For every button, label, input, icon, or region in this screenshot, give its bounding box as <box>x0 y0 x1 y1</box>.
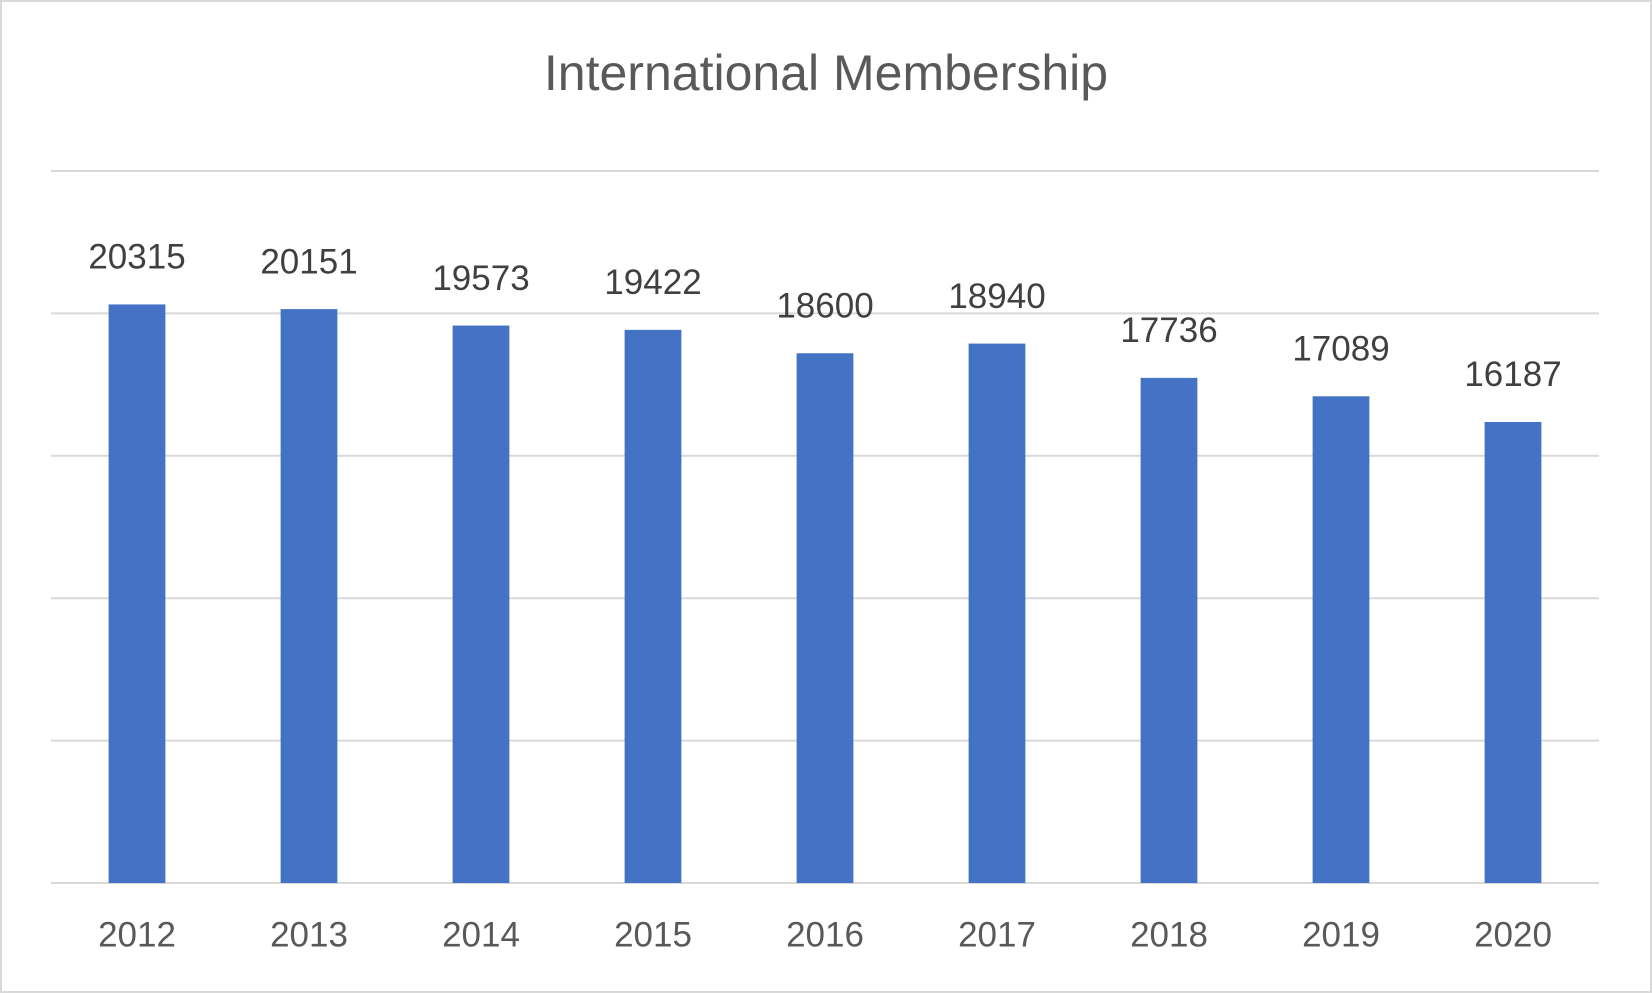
x-tick-label: 2018 <box>1130 915 1208 954</box>
data-label: 17089 <box>1292 330 1389 369</box>
data-label: 20315 <box>88 238 185 277</box>
x-tick-label: 2020 <box>1474 915 1552 954</box>
bar <box>108 304 166 883</box>
data-label: 17736 <box>1120 311 1217 350</box>
bar <box>968 343 1026 883</box>
data-label: 18940 <box>948 277 1045 316</box>
x-tick-label: 2012 <box>98 915 176 954</box>
x-tick-label: 2013 <box>270 915 348 954</box>
x-tick-label: 2017 <box>958 915 1036 954</box>
x-tick-label: 2014 <box>442 915 520 954</box>
bar <box>1140 377 1198 883</box>
bar <box>280 309 338 884</box>
bar <box>1484 421 1542 883</box>
x-tick-label: 2015 <box>614 915 692 954</box>
x-tick-label: 2019 <box>1302 915 1380 954</box>
data-label: 19422 <box>604 263 701 302</box>
x-tick-label: 2016 <box>786 915 864 954</box>
data-label: 16187 <box>1464 355 1561 394</box>
chart-title: International Membership <box>544 45 1108 101</box>
data-label: 18600 <box>776 287 873 326</box>
data-label: 20151 <box>260 242 357 281</box>
data-label: 19573 <box>432 259 529 298</box>
bar <box>796 353 854 884</box>
bar <box>452 325 510 883</box>
bar <box>624 329 682 883</box>
bar <box>1312 396 1370 883</box>
